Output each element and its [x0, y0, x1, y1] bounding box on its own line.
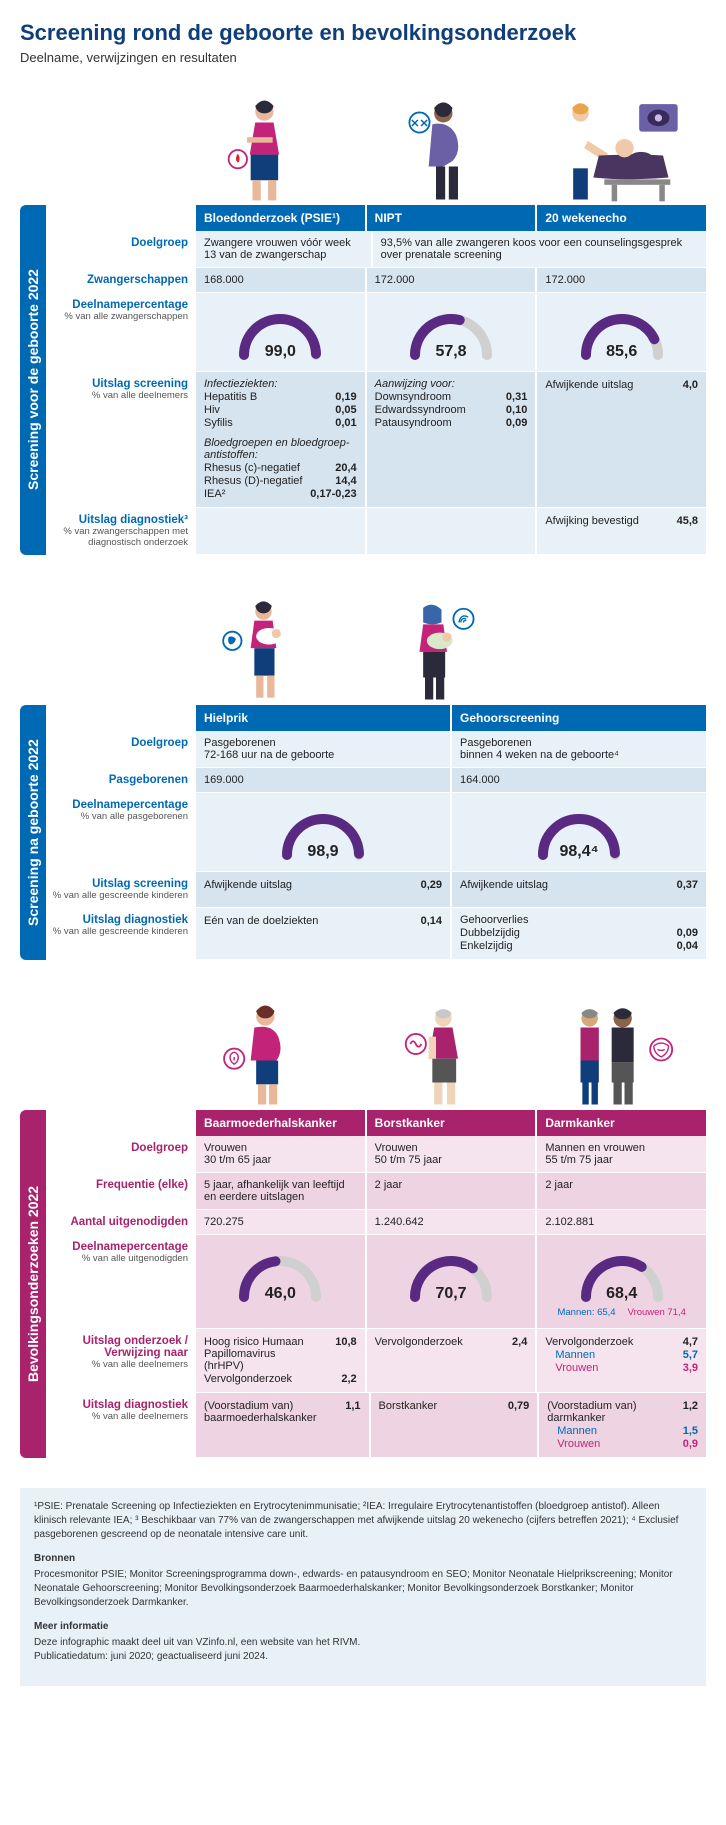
col-header: Darmkanker [537, 1110, 706, 1136]
col-header: 20 wekenecho [537, 205, 706, 231]
col-header: Baarmoederhalskanker [196, 1110, 367, 1136]
cell-kv: Gehoorverlies Dubbelzijdig0,09Enkelzijdi… [452, 908, 706, 959]
footnotes: ¹PSIE: Prenatale Screening op Infectiezi… [20, 1488, 706, 1686]
row-label: Doelgroep [46, 731, 196, 767]
gauge-cell: 70,7 [367, 1235, 538, 1328]
gauge-cell: 99,0 [196, 293, 367, 371]
row-label: Zwangerschappen [46, 268, 196, 292]
col-header: Borstkanker [367, 1110, 538, 1136]
cell-kv: (Voorstadium van) baarmoederhalskanker1,… [196, 1393, 371, 1457]
cell-text: Vrouwen50 t/m 75 jaar [367, 1136, 538, 1172]
row-label: Doelgroep [46, 231, 196, 267]
vtab-population: Bevolkingsonderzoeken 2022 [20, 1110, 46, 1458]
cell-kv: Afwijkende uitslag4,0 [537, 372, 706, 507]
illus-heelprick [170, 585, 349, 705]
footnote-text: Deze infographic maakt deel uit van VZin… [34, 1636, 692, 1664]
cell-value: 164.000 [452, 768, 706, 792]
illus-hearing [349, 585, 528, 705]
col-header: NIPT [367, 205, 538, 231]
cell-value: 172.000 [537, 268, 706, 292]
cell-kv: Afwijkende uitslag0,29 [196, 872, 452, 907]
cell-kv: Borstkanker0,79 [371, 1393, 540, 1457]
footnote-text: Procesmonitor PSIE; Monitor Screeningspr… [34, 1568, 692, 1610]
cell-value: 168.000 [196, 268, 367, 292]
cell-text: 2 jaar [537, 1173, 706, 1209]
section-population: Bevolkingsonderzoeken 2022 Baarmoederhal… [20, 990, 706, 1458]
row-label: Frequentie (elke) [46, 1173, 196, 1209]
cell-text: Vrouwen30 t/m 65 jaar [196, 1136, 367, 1172]
row-label: Uitslag diagnostiek³ % van zwangerschapp… [46, 508, 196, 554]
cell-kv: Vervolgonderzoek4,7Mannen5,7Vrouwen3,9 [537, 1329, 706, 1392]
gauge-cell: 98,9 [196, 793, 452, 871]
cell-kv: (Voorstadium van) darmkanker1,2Mannen1,5… [539, 1393, 706, 1457]
cell-empty [196, 508, 367, 554]
gauge-cell: 46,0 [196, 1235, 367, 1328]
row-label: Deelnamepercentage % van alle zwangersch… [46, 293, 196, 371]
gauge-cell: 98,4⁴ [452, 793, 706, 871]
gauge-cell: 85,6 [537, 293, 706, 371]
cell-kv: Infectieziekten: Hepatitis B0,19Hiv0,05S… [196, 372, 367, 507]
row-label: Uitslag screening % van alle deelnemers [46, 372, 196, 507]
col-header: Hielprik [196, 705, 452, 731]
page-subtitle: Deelname, verwijzingen en resultaten [20, 50, 706, 65]
cell-text: Pasgeborenen72-168 uur na de geboorte [196, 731, 452, 767]
cell-kv: Afwijking bevestigd45,8 [537, 508, 706, 554]
footnote-heading: Meer informatie [34, 1620, 692, 1634]
illus-breast [349, 990, 528, 1110]
illus-nipt: ✕✕ [349, 85, 528, 205]
gauge-cell: 68,4Mannen: 65,4Vrouwen 71,4 [537, 1235, 706, 1328]
illus-blood-test [170, 85, 349, 205]
row-label: Uitslag diagnostiek % van alle deelnemer… [46, 1393, 196, 1457]
cell-kv: Aanwijzing voor: Downsyndroom0,31Edwards… [367, 372, 538, 507]
row-label: Uitslag onderzoek / Verwijzing naar % va… [46, 1329, 196, 1392]
illus-cervical [170, 990, 349, 1110]
cell-kv: Vervolgonderzoek2,4 [367, 1329, 538, 1392]
cell-value: 1.240.642 [367, 1210, 538, 1234]
cell-text: Mannen en vrouwen55 t/m 75 jaar [537, 1136, 706, 1172]
col-header: Gehoorscreening [452, 705, 706, 731]
cell-text: Zwangere vrouwen vóór week 13 van de zwa… [196, 231, 373, 267]
cell-kv: Afwijkende uitslag0,37 [452, 872, 706, 907]
cell-value: 172.000 [367, 268, 538, 292]
section-prenatal: ✕✕ Screening voor de geboorte 2022 Bloed… [20, 85, 706, 555]
row-label: Uitslag screening % van alle gescreende … [46, 872, 196, 907]
cell-empty [367, 508, 538, 554]
illus-20week-echo [527, 85, 706, 205]
svg-text:✕✕: ✕✕ [410, 118, 428, 130]
cell-kv: Hoog risico Humaan Papillomavirus (hrHPV… [196, 1329, 367, 1392]
cell-text: 2 jaar [367, 1173, 538, 1209]
cell-text: Pasgeborenenbinnen 4 weken na de geboort… [452, 731, 706, 767]
illus-bowel [527, 990, 706, 1110]
footnote-heading: Bronnen [34, 1552, 692, 1566]
row-label: Aantal uitgenodigden [46, 1210, 196, 1234]
cell-value: 169.000 [196, 768, 452, 792]
cell-text: 5 jaar, afhankelijk van leeftijd en eerd… [196, 1173, 367, 1209]
vtab-postnatal: Screening na geboorte 2022 [20, 705, 46, 960]
cell-value: 720.275 [196, 1210, 367, 1234]
row-label: Deelnamepercentage % van alle pasgeboren… [46, 793, 196, 871]
vtab-prenatal: Screening voor de geboorte 2022 [20, 205, 46, 555]
row-label: Uitslag diagnostiek % van alle gescreend… [46, 908, 196, 959]
row-label: Pasgeborenen [46, 768, 196, 792]
cell-text: 93,5% van alle zwangeren koos voor een c… [373, 231, 706, 267]
col-header: Bloedonderzoek (PSIE¹) [196, 205, 367, 231]
cell-value: 2.102.881 [537, 1210, 706, 1234]
footnote-defs: ¹PSIE: Prenatale Screening op Infectiezi… [34, 1500, 692, 1542]
page-title: Screening rond de geboorte en bevolkings… [20, 20, 706, 46]
row-label: Deelnamepercentage % van alle uitgenodig… [46, 1235, 196, 1328]
gauge-cell: 57,8 [367, 293, 538, 371]
section-postnatal: Screening na geboorte 2022 Hielprik Geho… [20, 585, 706, 960]
row-label: Doelgroep [46, 1136, 196, 1172]
cell-kv: Eén van de doelziekten0,14 [196, 908, 452, 959]
